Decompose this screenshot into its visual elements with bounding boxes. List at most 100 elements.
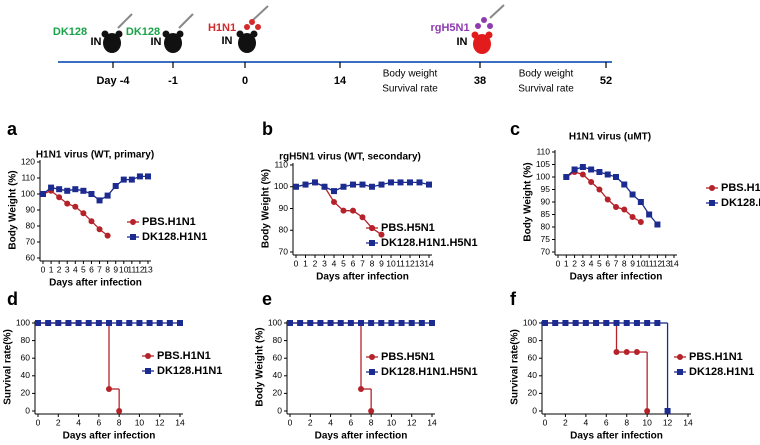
y-tick-label: 40 xyxy=(21,370,31,380)
marker xyxy=(633,320,640,326)
x-tick-label: 10 xyxy=(636,258,646,268)
marker xyxy=(340,183,347,190)
marker xyxy=(623,349,630,356)
route-label: IN xyxy=(151,36,162,48)
note: Body weight xyxy=(383,69,438,80)
route-label: IN xyxy=(91,36,102,48)
marker xyxy=(563,174,570,180)
x-tick-label: 4 xyxy=(76,417,81,427)
marker xyxy=(654,320,661,326)
marker xyxy=(287,320,293,326)
x-tick-label: 11 xyxy=(127,264,136,274)
marker xyxy=(388,320,395,326)
x-tick-label: 3 xyxy=(65,264,70,274)
marker xyxy=(312,179,318,186)
legend-marker xyxy=(677,354,683,360)
marker xyxy=(613,320,620,326)
x-tick-label: 8 xyxy=(105,264,110,274)
marker xyxy=(88,218,95,225)
marker xyxy=(350,181,356,188)
x-tick-label: 3 xyxy=(322,258,327,268)
x-tick-label: 8 xyxy=(117,417,122,427)
legend-marker xyxy=(130,234,136,240)
timeline-ticks xyxy=(112,62,607,68)
legend-label: PBS.H1N1 xyxy=(142,216,196,228)
marker xyxy=(588,179,595,185)
marker xyxy=(293,183,299,190)
marker xyxy=(552,320,559,326)
route-label: IN xyxy=(222,35,233,47)
y-tick-label: 90 xyxy=(541,196,551,206)
day-label: 52 xyxy=(600,75,612,87)
y-tick-label: 110 xyxy=(274,159,288,169)
marker xyxy=(378,181,385,188)
marker xyxy=(646,211,653,218)
marker xyxy=(347,320,354,326)
y-tick-label: 100 xyxy=(523,317,537,327)
legend-label: PBS.H1N1 xyxy=(157,350,211,362)
panel-letter: a xyxy=(7,119,18,139)
x-tick-label: 4 xyxy=(583,417,588,427)
marker xyxy=(40,191,46,197)
marker xyxy=(96,197,103,204)
x-tick-label: 14 xyxy=(669,258,679,268)
timeline: DK128 IN DK128 IN H1N1 IN rgH5N1 IN Day … xyxy=(53,4,612,95)
marker xyxy=(56,194,63,201)
marker xyxy=(331,188,337,195)
marker xyxy=(136,173,143,180)
marker xyxy=(596,186,603,193)
marker xyxy=(56,186,63,193)
marker xyxy=(156,320,163,326)
mouse-icon xyxy=(471,4,505,54)
x-tick-label: 0 xyxy=(41,264,46,274)
x-tick-label: 6 xyxy=(351,258,356,268)
marker xyxy=(359,181,366,188)
y-tick-label: 75 xyxy=(541,234,551,244)
marker xyxy=(297,320,304,326)
day-label: Day -4 xyxy=(96,75,130,87)
marker xyxy=(321,183,328,190)
marker xyxy=(120,176,127,183)
note: Survival rate xyxy=(382,84,438,95)
x-tick-label: 11 xyxy=(645,258,654,268)
legend-label: DK128.H1N1.H5N1 xyxy=(381,366,478,378)
marker xyxy=(604,171,611,178)
x-tick-label: 0 xyxy=(288,417,293,427)
series-line xyxy=(565,171,642,223)
legend-marker xyxy=(369,240,375,246)
panel-letter: e xyxy=(262,289,272,309)
marker xyxy=(418,320,425,326)
y-tick-label: 60 xyxy=(21,352,31,362)
x-axis-label: Days after infection xyxy=(316,272,409,283)
marker xyxy=(426,181,432,188)
marker xyxy=(55,320,62,326)
panel-letter: f xyxy=(510,289,517,309)
marker xyxy=(72,186,79,193)
marker xyxy=(358,320,364,326)
x-tick-label: 2 xyxy=(56,417,61,427)
legend-label: DK128.H1N1 xyxy=(142,231,207,243)
x-axis-label: Days after infection xyxy=(570,431,663,440)
x-tick-label: 6 xyxy=(604,417,609,427)
y-axis-label: Body Weight (%) xyxy=(523,162,534,241)
y-tick-label: 60 xyxy=(528,352,538,362)
x-tick-label: 12 xyxy=(407,417,417,427)
x-tick-label: 13 xyxy=(415,258,425,268)
x-tick-label: 0 xyxy=(294,258,299,268)
y-tick-label: 85 xyxy=(541,209,551,219)
x-tick-label: 5 xyxy=(597,258,602,268)
marker xyxy=(637,199,644,205)
x-tick-label: 13 xyxy=(661,258,671,268)
legend-marker xyxy=(145,353,151,359)
y-axis-label: Body Weight (%) xyxy=(8,170,19,249)
y-tick-label: 100 xyxy=(21,188,35,198)
x-tick-label: 10 xyxy=(119,264,129,274)
marker xyxy=(116,320,123,326)
marker xyxy=(337,320,344,326)
marker xyxy=(397,179,404,186)
y-tick-label: 60 xyxy=(273,352,283,362)
x-tick-label: 7 xyxy=(97,264,102,274)
x-tick-label: 8 xyxy=(369,417,374,427)
legend-label: PBS.H5N1 xyxy=(381,222,435,234)
panel-letter: d xyxy=(7,289,18,309)
